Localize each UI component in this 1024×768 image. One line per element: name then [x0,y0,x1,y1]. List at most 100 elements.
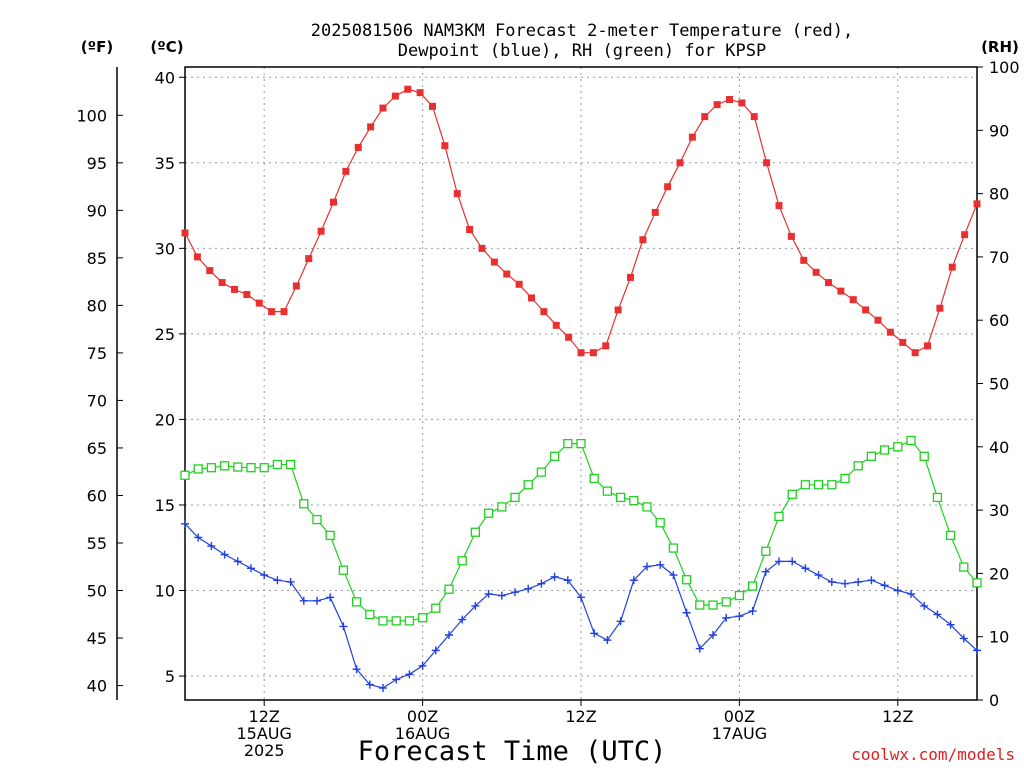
rh-point [272,459,283,470]
temperature-point [391,92,399,100]
dewpoint-point [247,564,255,573]
temperature-point [664,183,672,191]
rh-point [259,463,269,473]
celsius-tick-label: 40 [155,68,175,87]
dewpoint-point [880,581,889,590]
celsius-tick-label: 10 [155,582,175,601]
rh-tick-label: 10 [989,628,1009,647]
rh-point [470,527,481,537]
temperature-point [627,273,634,281]
x-tick-label: 12Z [882,707,913,726]
temperature-point [416,89,424,97]
dewpoint-point [656,560,665,569]
rh-point [497,502,507,512]
dewpoint-point [537,579,546,588]
temperature-point [503,270,511,278]
dewpoint-point [260,571,269,580]
rh-point [510,492,520,503]
temperature-point [639,236,647,244]
temperature-point [602,342,610,350]
dewpoint-point [590,629,599,638]
x-tick-label: 00Z [724,707,755,726]
rh-point [457,556,467,566]
dewpoint-point [735,612,744,621]
rh-point [523,480,533,490]
grid-lines [185,67,977,700]
rh-point [615,492,626,503]
temperature-point [181,229,189,237]
temperature-point [218,279,226,287]
temperature-point [577,349,585,357]
rh-point [945,530,956,541]
temperature-point [738,99,746,107]
dewpoint-point [695,644,704,653]
temperature-point [528,294,535,302]
rh-point [827,480,837,490]
rh-point [351,597,362,607]
rh-tick-label: 80 [989,185,1009,204]
rh-point [338,565,349,575]
rh-point [483,508,494,518]
dewpoint-point [405,670,414,679]
temperature-point [552,321,560,329]
temperature-point [676,159,684,167]
temperature-point [354,143,362,151]
temperature-point [243,291,251,299]
rh-tick-label: 70 [989,248,1009,267]
rh-tick-label: 50 [989,375,1009,394]
temperature-point [453,190,461,198]
dewpoint-point [616,617,625,626]
temperature-point [886,328,894,336]
temperature-point [379,104,387,112]
x-tick-label: 16AUG [395,724,450,743]
temperature-point [750,113,758,121]
rh-point [774,511,784,522]
rh-point [576,438,586,449]
dewpoint-point [313,596,321,605]
dewpoint-point [577,593,585,602]
celsius-tick-label: 35 [155,154,175,173]
temperature-series [181,85,981,357]
temperature-point [292,282,300,290]
dewpoint-point [603,636,612,645]
dewpoint-point [788,557,797,566]
temperature-point [478,244,486,252]
data-series [180,85,982,693]
fahrenheit-tick-label: 50 [87,582,107,601]
rh-point [180,470,190,480]
fahrenheit-tick-label: 65 [87,439,107,458]
dewpoint-point [669,571,678,580]
chart-title: 2025081506 NAM3KM Forecast 2-meter Tempe… [311,21,853,61]
temperature-point [342,167,350,175]
temperature-point [193,253,201,261]
dewpoint-point [841,579,849,588]
rh-point [549,451,560,461]
temperature-point [713,101,721,109]
dewpoint-point [484,589,493,598]
dewpoint-point [973,646,981,655]
dewpoint-point [418,661,427,670]
credit-text: coolwx.com/models [851,745,1015,764]
rh-point [206,463,217,473]
dewpoint-point [431,646,440,655]
rh-point [919,451,929,461]
dewpoint-point [194,533,203,542]
plot-frame [184,66,978,701]
rh-point [391,616,401,626]
dewpoint-point [775,557,783,566]
temperature-point [837,287,845,295]
x-tick-label: 12Z [565,707,596,726]
temperature-point [726,96,733,104]
dewpoint-point [933,610,942,619]
rh-point [246,463,256,473]
fahrenheit-tick-label: 40 [87,677,107,696]
temperature-point [466,226,474,234]
dewpoint-point [220,550,229,559]
rh-point [972,578,982,588]
dewpoint-point [867,576,876,585]
rh-tick-label: 60 [989,311,1009,330]
temperature-point [441,142,449,150]
fahrenheit-tick-label: 60 [87,486,107,505]
dewpoint-point [365,680,374,689]
